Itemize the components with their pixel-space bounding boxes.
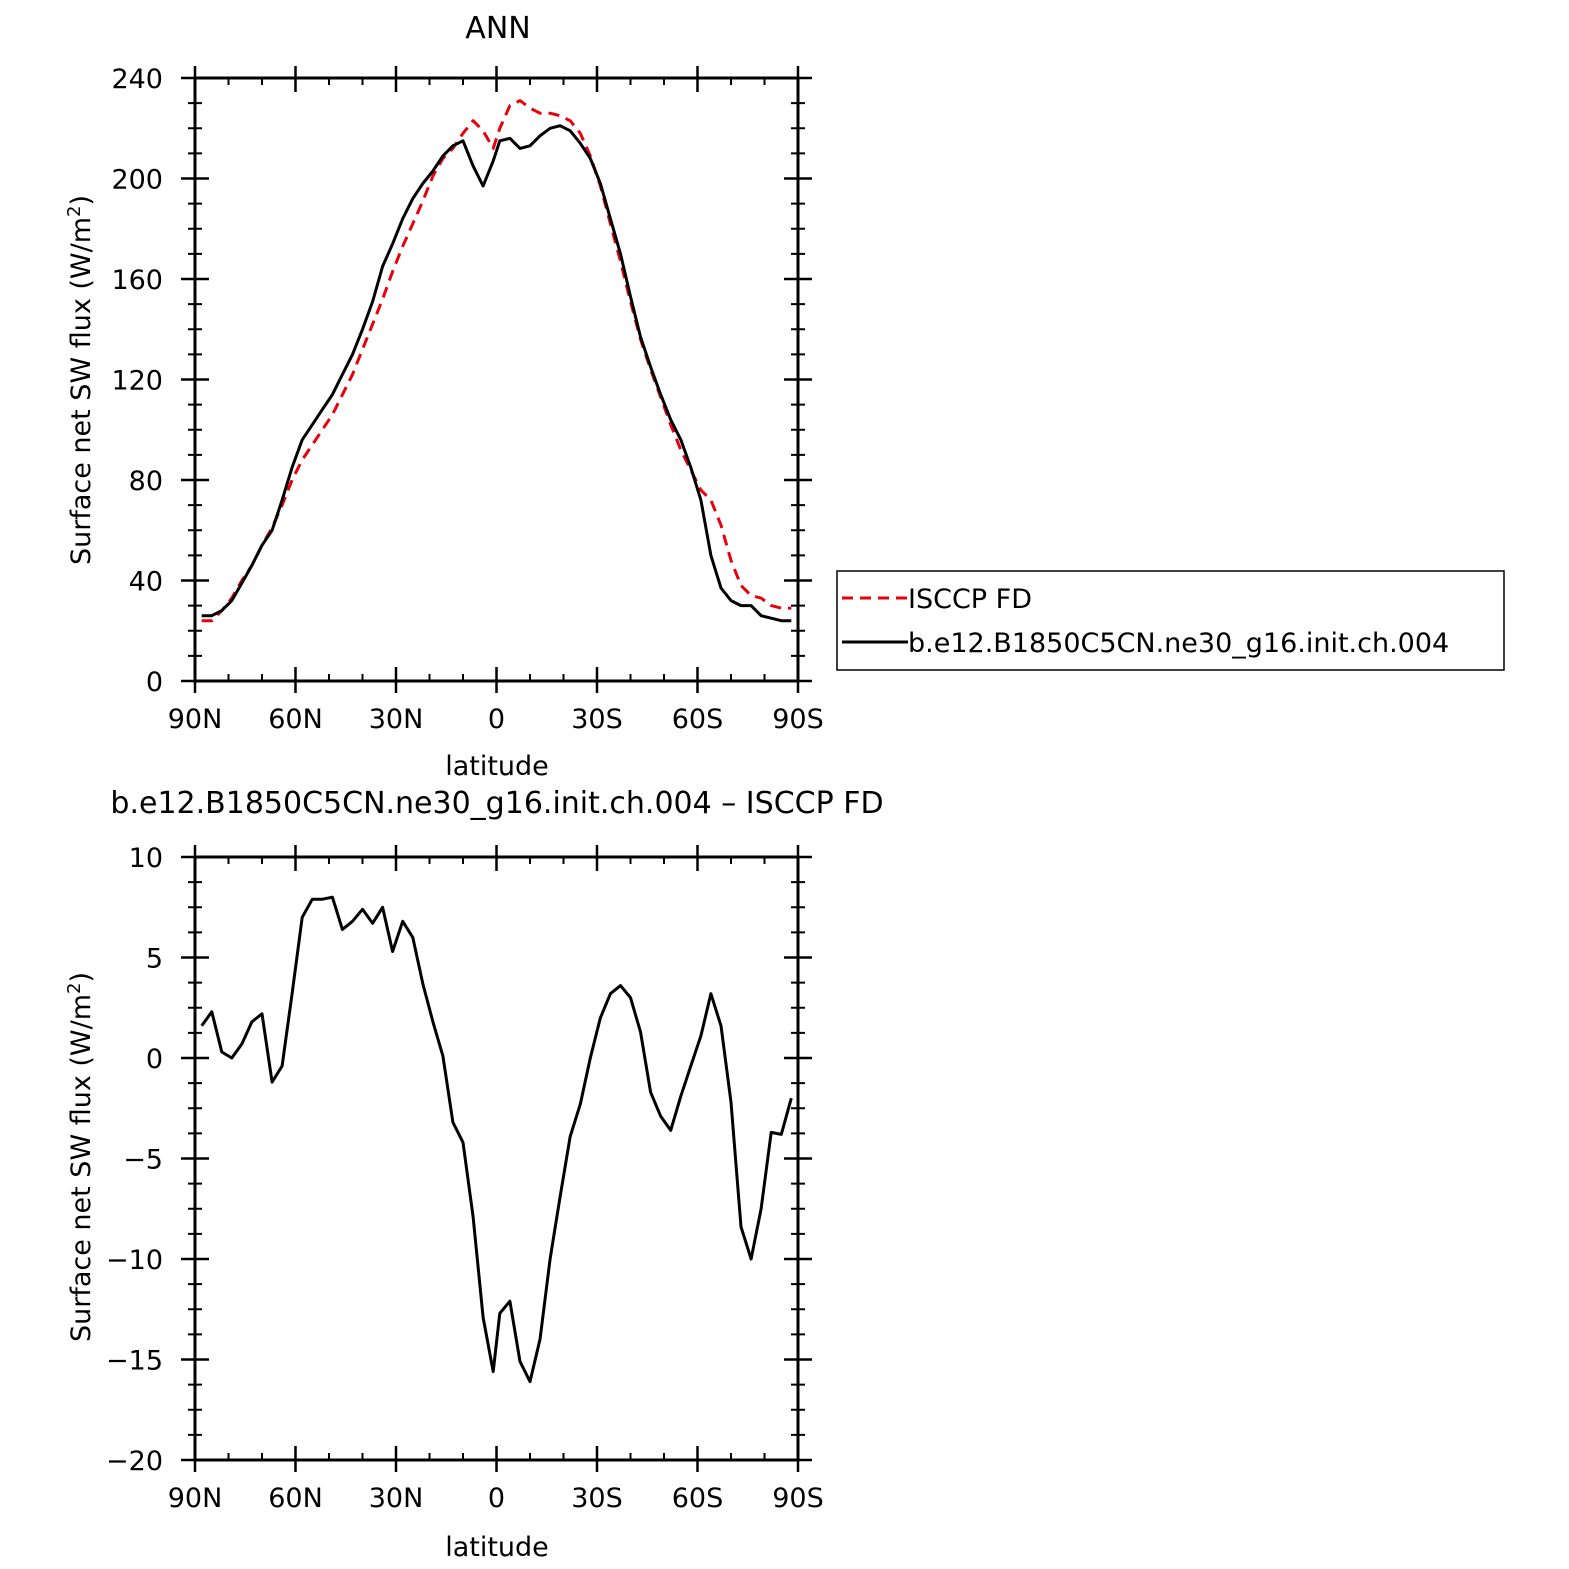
top-x-axis-label: latitude	[445, 751, 549, 782]
top-x-tick-label: 30S	[571, 704, 623, 735]
top-y-tick-labels: 0 40 80 120 160 200 240	[111, 64, 163, 698]
top-x-tick-labels: 90N 60N 30N 0 30S 60S 90S	[168, 704, 824, 735]
bottom-y-tick-label: −5	[123, 1145, 163, 1176]
bottom-y-tick-label: −10	[106, 1245, 163, 1276]
top-x-tick-label: 90S	[772, 704, 824, 735]
top-x-tick-label: 0	[488, 704, 505, 735]
top-isccp-fd-line	[201, 99, 792, 623]
top-y-tick-label: 0	[146, 667, 163, 698]
bottom-panel: b.e12.B1850C5CN.ne30_g16.init.ch.004 – I…	[64, 786, 884, 1563]
bottom-y-tick-label: 5	[146, 944, 163, 975]
top-y-tick-label: 240	[111, 64, 163, 95]
bottom-y-axis-label: Surface net SW flux (W/m2)	[64, 972, 98, 1342]
legend-label-model: b.e12.B1850C5CN.ne30_g16.init.ch.004	[908, 628, 1449, 659]
top-x-tick-label: 90N	[168, 704, 223, 735]
bottom-x-tick-label: 90S	[772, 1483, 824, 1514]
top-x-tick-label: 60S	[672, 704, 724, 735]
top-y-tick-label: 80	[129, 466, 163, 497]
top-y-tick-label: 120	[111, 366, 163, 397]
top-grid-ticks	[181, 66, 812, 693]
top-y-tick-label: 160	[111, 265, 163, 296]
bottom-x-tick-label: 30N	[369, 1483, 424, 1514]
bottom-y-tick-labels: −20 −15 −10 −5 0 5 10	[106, 843, 163, 1477]
top-chart-title: ANN	[465, 11, 530, 46]
top-model-line	[201, 124, 792, 623]
bottom-x-axis-label: latitude	[445, 1532, 549, 1563]
top-plot-area	[201, 99, 792, 623]
bottom-x-tick-label: 90N	[168, 1483, 223, 1514]
bottom-y-tick-label: 0	[146, 1044, 163, 1075]
bottom-x-tick-label: 60N	[268, 1483, 323, 1514]
bottom-x-tick-label: 0	[488, 1483, 505, 1514]
legend-label-isccp: ISCCP FD	[908, 584, 1032, 615]
bottom-grid-ticks	[181, 845, 812, 1472]
top-panel: ANN Surface net SW flux (W/m2) 0 40 80 120 1…	[64, 11, 1505, 782]
top-y-axis-label: Surface net SW flux (W/m2)	[64, 195, 98, 565]
bottom-plot-frame	[193, 855, 800, 1462]
bottom-y-tick-label: −15	[106, 1346, 163, 1377]
top-y-tick-label: 200	[111, 165, 163, 196]
legend-box	[836, 570, 1505, 671]
bottom-x-tick-label: 60S	[672, 1483, 724, 1514]
bottom-y-tick-label: −20	[106, 1446, 163, 1477]
legend: ISCCP FD b.e12.B1850C5CN.ne30_g16.init.c…	[836, 570, 1505, 671]
top-y-tick-label: 40	[129, 567, 163, 598]
top-x-tick-label: 60N	[268, 704, 323, 735]
bottom-difference-line	[200, 895, 793, 1384]
bottom-plot-area	[200, 895, 793, 1384]
bottom-y-tick-label: 10	[129, 843, 163, 874]
bottom-x-tick-labels: 90N 60N 30N 0 30S 60S 90S	[168, 1483, 824, 1514]
bottom-chart-title: b.e12.B1850C5CN.ne30_g16.init.ch.004 – I…	[110, 786, 883, 821]
top-plot-frame	[193, 76, 800, 683]
top-x-tick-label: 30N	[369, 704, 424, 735]
bottom-x-tick-label: 30S	[571, 1483, 623, 1514]
